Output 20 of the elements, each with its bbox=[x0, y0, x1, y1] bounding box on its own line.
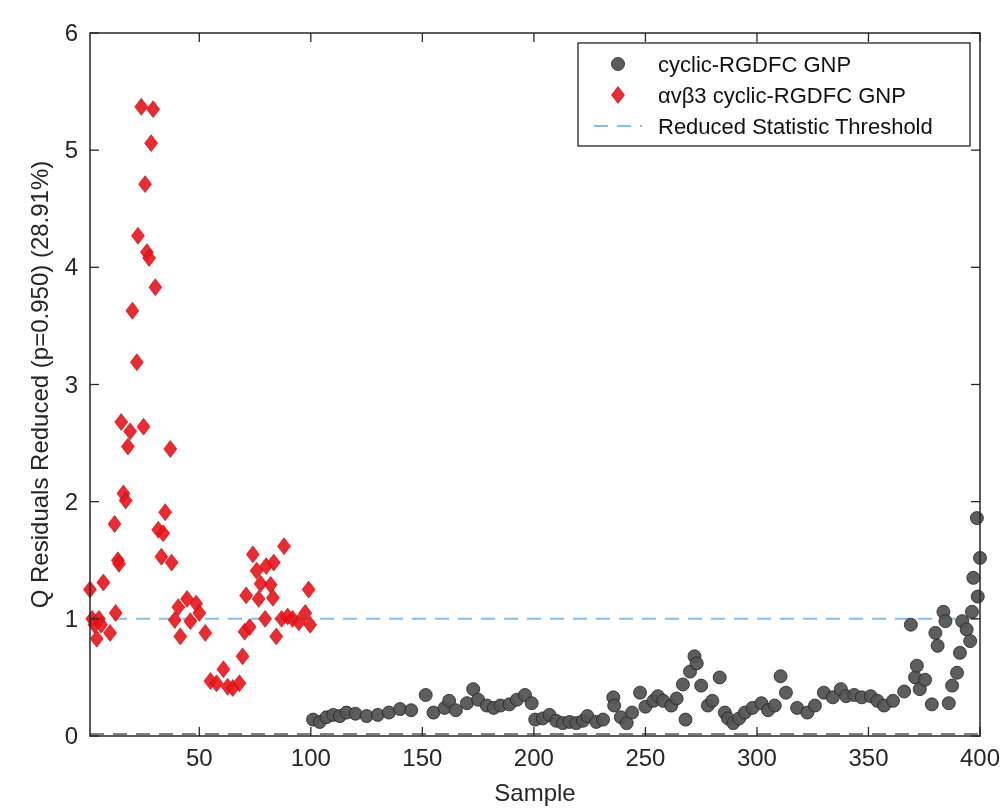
legend-label: Reduced Statistic Threshold bbox=[658, 114, 933, 139]
x-tick-label: 300 bbox=[736, 744, 777, 771]
legend-label: αvβ3 cyclic-RGDFC GNP bbox=[658, 83, 906, 108]
x-tick-label: 150 bbox=[402, 744, 443, 771]
y-tick-label: 4 bbox=[64, 253, 78, 281]
x-tick-label: 350 bbox=[848, 744, 889, 771]
y-tick-label: 2 bbox=[64, 487, 78, 515]
x-tick-label: 400 bbox=[959, 744, 1001, 771]
y-tick-label: 6 bbox=[64, 19, 78, 46]
y-axis-title: Q Residuals Reduced (p=0.950) (28.91%) bbox=[26, 160, 53, 609]
y-tick-label: 0 bbox=[64, 722, 78, 749]
y-tick-label: 3 bbox=[64, 370, 78, 398]
x-tick-label: 100 bbox=[290, 744, 331, 771]
x-axis-title: Sample bbox=[494, 779, 576, 806]
y-tick-label: 5 bbox=[64, 136, 78, 164]
y-tick-label: 1 bbox=[64, 604, 78, 632]
x-tick-label: 250 bbox=[625, 744, 666, 771]
x-tick-label: 200 bbox=[513, 744, 554, 771]
x-tick-label: 50 bbox=[185, 744, 213, 771]
legend-label: cyclic-RGDFC GNP bbox=[658, 52, 852, 77]
